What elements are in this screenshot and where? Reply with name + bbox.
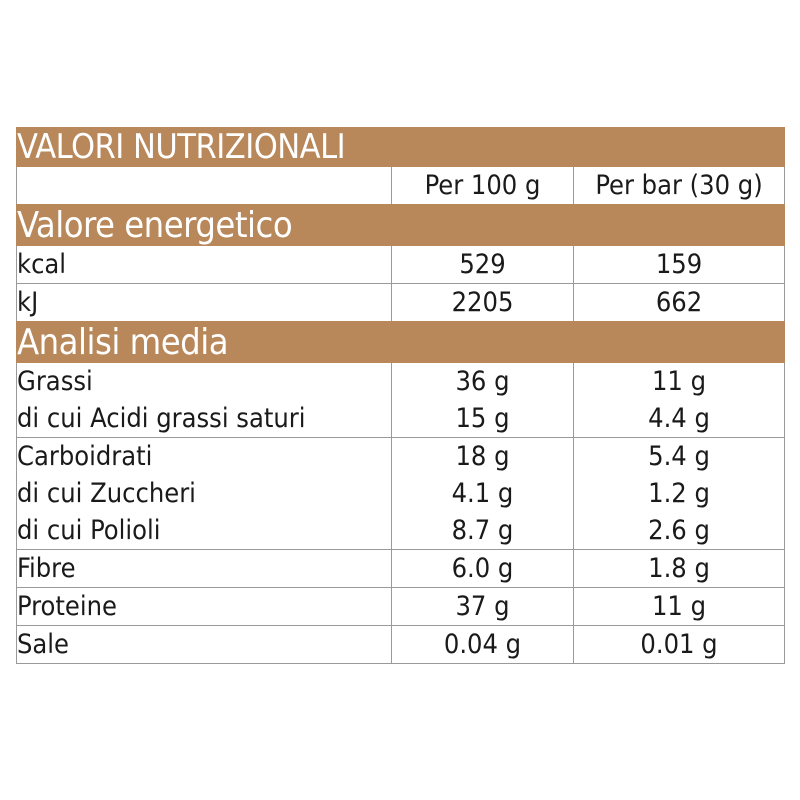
table-title: VALORI NUTRIZIONALI: [15, 127, 786, 167]
section-heading-row: Valore energetico: [15, 204, 786, 246]
section-heading-analysis: Analisi media: [15, 321, 786, 363]
table-row: Grassi 36 g 11 g: [16, 363, 786, 400]
row-label: Fibre: [16, 549, 392, 588]
row-label: kcal: [16, 246, 392, 284]
section-heading-row: Analisi media: [15, 321, 786, 363]
row-label: di cui Acidi grassi saturi: [16, 400, 392, 438]
row-label: Sale: [16, 625, 392, 664]
row-label: Proteine: [16, 587, 392, 626]
table-row: Carboidrati 18 g 5.4 g: [16, 437, 786, 475]
table-row: di cui Acidi grassi saturi 15 g 4.4 g: [16, 400, 786, 438]
value-per-bar: 1.8 g: [572, 549, 786, 588]
nutrition-facts-table: VALORI NUTRIZIONALI Per 100 g Per bar (3…: [15, 127, 786, 664]
row-label: kJ: [16, 283, 392, 321]
title-row: VALORI NUTRIZIONALI: [15, 127, 786, 167]
section-heading-energy: Valore energetico: [15, 204, 786, 246]
table-row: Sale 0.04 g 0.01 g: [16, 625, 786, 664]
value-per-bar: 1.2 g: [572, 475, 786, 512]
value-per-bar: 4.4 g: [572, 400, 786, 438]
value-per-100g: 8.7 g: [391, 512, 574, 550]
row-label: Carboidrati: [16, 437, 392, 475]
value-per-100g: 4.1 g: [391, 475, 574, 512]
value-per-bar: 2.6 g: [572, 512, 786, 550]
value-per-bar: 5.4 g: [572, 437, 786, 475]
table-row: kcal 529 159: [16, 246, 786, 284]
row-label: di cui Zuccheri: [16, 475, 392, 512]
value-per-100g: 6.0 g: [391, 549, 574, 588]
column-header-empty: [16, 167, 392, 204]
table-row: Proteine 37 g 11 g: [16, 587, 786, 626]
value-per-100g: 529: [391, 246, 574, 284]
value-per-100g: 36 g: [391, 363, 574, 400]
value-per-bar: 11 g: [572, 587, 786, 626]
value-per-bar: 11 g: [572, 363, 786, 400]
column-header-row: Per 100 g Per bar (30 g): [16, 167, 786, 204]
table-row: kJ 2205 662: [16, 283, 786, 321]
value-per-100g: 37 g: [391, 587, 574, 626]
table-row: di cui Zuccheri 4.1 g 1.2 g: [16, 475, 786, 512]
value-per-bar: 662: [572, 283, 786, 321]
value-per-bar: 159: [572, 246, 786, 284]
table-row: Fibre 6.0 g 1.8 g: [16, 549, 786, 588]
column-header-per-100g: Per 100 g: [391, 167, 574, 204]
value-per-100g: 2205: [391, 283, 574, 321]
value-per-100g: 0.04 g: [391, 625, 574, 664]
column-header-per-bar: Per bar (30 g): [572, 167, 786, 204]
row-label: Grassi: [16, 363, 392, 400]
value-per-100g: 18 g: [391, 437, 574, 475]
value-per-100g: 15 g: [391, 400, 574, 438]
row-label: di cui Polioli: [16, 512, 392, 550]
table-row: di cui Polioli 8.7 g 2.6 g: [16, 512, 786, 550]
value-per-bar: 0.01 g: [572, 625, 786, 664]
